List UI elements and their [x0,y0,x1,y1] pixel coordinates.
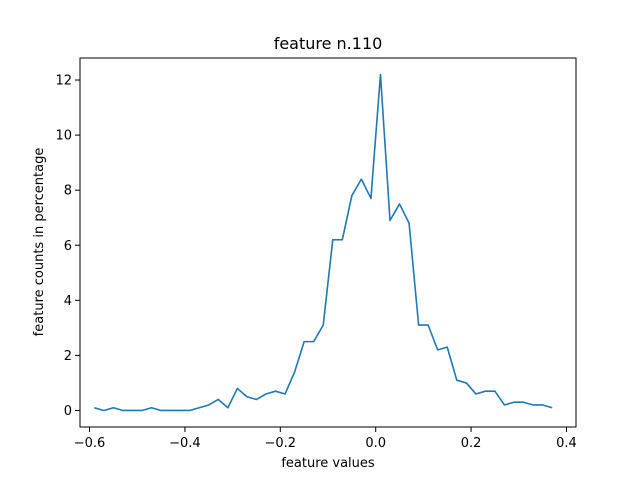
x-axis-label: feature values [281,456,375,471]
x-tick-label: 0.2 [461,436,482,451]
chart-title: feature n.110 [274,34,383,53]
x-tick-label: 0.0 [365,436,386,451]
y-tick-label: 4 [64,294,72,309]
y-tick-label: 10 [55,129,72,144]
plot-area [79,57,577,428]
x-tick-label: −0.6 [74,436,106,451]
x-tick-label: −0.4 [169,436,201,451]
y-tick-label: 6 [64,239,72,254]
y-tick-label: 12 [55,74,72,89]
x-tick-label: 0.4 [556,436,577,451]
series-line [94,73,553,412]
y-tick-label: 0 [64,404,72,419]
x-tick-label: −0.2 [265,436,297,451]
y-axis-ticks: 0 2 4 6 8 10 12 [55,74,80,419]
y-tick-label: 2 [64,349,72,364]
plot-frame [79,57,577,428]
y-axis-label: feature counts in percentage [32,148,47,337]
x-axis-ticks: −0.6 −0.4 −0.2 0.0 0.2 0.4 [74,427,577,451]
y-tick-label: 8 [64,184,72,199]
